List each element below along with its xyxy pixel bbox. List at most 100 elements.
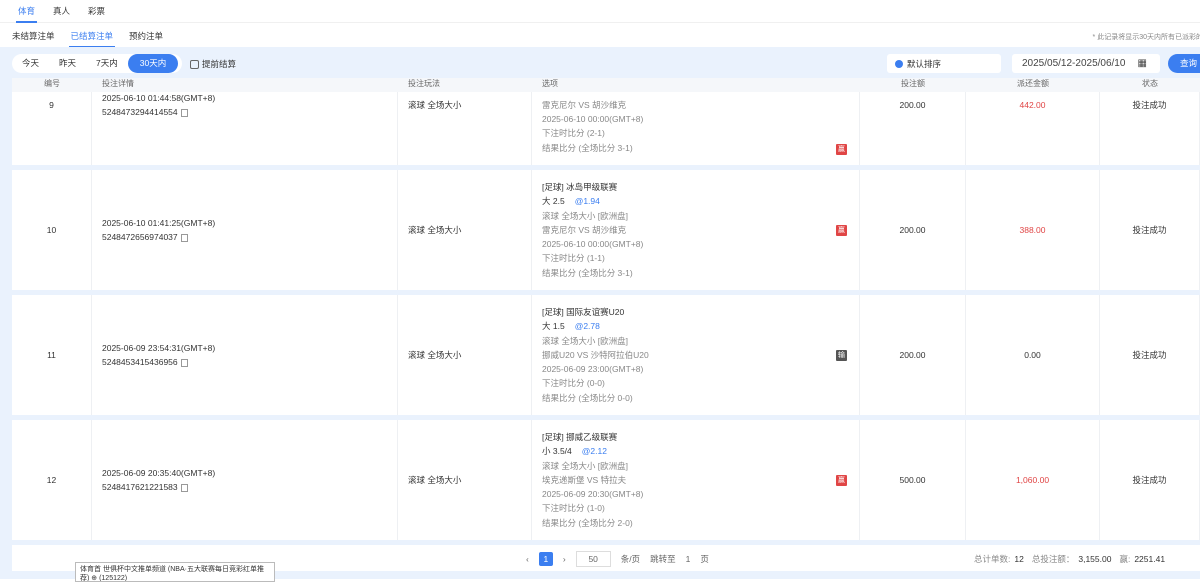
pagination: ‹ 1 › 50 条/页 跳转至 1 页: [526, 551, 709, 567]
option-line: 埃克递斯堡 VS 特拉夫: [542, 474, 627, 485]
stake: 200.00: [860, 170, 966, 290]
option-line: 2025-06-10 00:00(GMT+8): [542, 114, 644, 125]
bet-play: 滚球 全场大小: [398, 92, 532, 165]
option-line: 结果比分 (全场比分 0-0): [542, 392, 633, 403]
bet-detail: 2025-06-09 23:54:31(GMT+8) 52484534154369…: [92, 295, 398, 415]
bet-detail: 2025-06-10 01:41:25(GMT+8) 52484726569740…: [92, 170, 398, 290]
next-page-icon[interactable]: ›: [562, 554, 566, 564]
date-range-segment: 今天 昨天 7天内 30天内: [12, 54, 182, 73]
range-yesterday[interactable]: 昨天: [59, 58, 77, 68]
sort-select[interactable]: 默认排序: [887, 54, 1001, 73]
tab-settled[interactable]: 已结算注单: [68, 30, 115, 48]
col-options: 选项: [542, 79, 558, 88]
range-7days[interactable]: 7天内: [96, 58, 118, 68]
jump-label: 跳转至: [650, 554, 676, 564]
option-line: 2025-06-09 23:00(GMT+8): [542, 364, 644, 375]
date-range-value: 2025/05/12-2025/06/10: [1022, 58, 1126, 69]
tab-sports[interactable]: 体育: [15, 6, 38, 23]
return-amount: 442.00: [966, 92, 1100, 165]
prev-page-icon[interactable]: ‹: [526, 554, 529, 564]
bet-options: [足球] 冰岛甲级联赛大 2.5 @1.94 滚球 全场大小 [欧洲盘] 雷克尼尔 V…: [532, 170, 860, 290]
league: [足球] 冰岛甲级联赛: [542, 181, 618, 192]
status: 投注成功: [1100, 170, 1200, 290]
copy-icon[interactable]: [180, 358, 188, 367]
option-line: 滚球 全场大小 [欧洲盘]: [542, 210, 628, 221]
result-badge-icon: 赢: [836, 144, 847, 155]
total-win: 赢: 2251.41: [1119, 554, 1166, 564]
col-return: 派还金额: [1017, 79, 1049, 88]
bet-play: 滚球 全场大小: [398, 170, 532, 290]
tooltip: 体育首 世俱杯中文推单频道 (NBA·五大联赛每日竞彩红单推荐) ⊕ (1251…: [75, 562, 275, 582]
result-badge-icon: 赢: [836, 224, 847, 236]
calendar-icon: ▦: [1137, 58, 1147, 69]
query-button[interactable]: 查询: [1168, 54, 1200, 73]
table-row: 12 2025-06-09 20:35:40(GMT+8) 52484176212…: [12, 420, 1200, 540]
option-line: 下注时比分 (2-1): [542, 128, 605, 139]
option-line: 雷克尼尔 VS 胡沙维克: [542, 224, 627, 235]
pick: 大 1.5 @2.78: [542, 321, 600, 332]
option-line: 2025-06-10 00:00(GMT+8): [542, 239, 644, 250]
row-no: 9: [12, 92, 92, 165]
status: 投注成功: [1100, 295, 1200, 415]
early-settle-label: 提前结算: [202, 59, 237, 69]
bet-id: 5248472656974037: [102, 232, 178, 242]
stake: 500.00: [860, 420, 966, 540]
bet-time: 2025-06-09 20:35:40(GMT+8): [102, 467, 216, 478]
bet-id: 5248453415436956: [102, 357, 178, 367]
tab-live[interactable]: 真人: [53, 6, 71, 16]
option-line: 滚球 全场大小 [欧洲盘]: [542, 460, 628, 471]
bet-time: 2025-06-09 23:54:31(GMT+8): [102, 342, 216, 353]
page-size-input[interactable]: 50: [575, 551, 611, 567]
copy-icon[interactable]: [180, 483, 188, 492]
range-30days[interactable]: 30天内: [127, 54, 179, 73]
total-count: 总计单数: 12: [974, 554, 1024, 564]
status: 投注成功: [1100, 420, 1200, 540]
option-line: 雷克尼尔 VS 胡沙维克: [542, 99, 627, 110]
table-header: 编号 投注详情 投注玩法 选项 投注额 派还金额 状态: [12, 78, 1200, 92]
option-line: 挪威U20 VS 沙特阿拉伯U20: [542, 349, 649, 360]
odds: @1.94: [574, 196, 600, 207]
date-range-input[interactable]: 2025/05/12-2025/06/10 ▦: [1012, 54, 1160, 73]
col-stake: 投注额: [901, 79, 925, 88]
option-line: 下注时比分 (0-0): [542, 378, 605, 389]
table-body[interactable]: 9 2025-06-10 01:44:58(GMT+8) 524847329441…: [12, 92, 1200, 540]
order-tabs: 未结算注单 已结算注单 预约注单: [0, 25, 1200, 48]
table-row: 9 2025-06-10 01:44:58(GMT+8) 524847329441…: [12, 92, 1200, 165]
row-no: 12: [12, 420, 92, 540]
league: [足球] 挪威乙级联赛: [542, 431, 618, 442]
table-row: 11 2025-06-09 23:54:31(GMT+8) 52484534154…: [12, 295, 1200, 415]
bet-detail: 2025-06-10 01:44:58(GMT+8) 52484732944145…: [92, 92, 398, 165]
col-detail: 投注详情: [102, 79, 134, 88]
product-tabs: 体育 真人 彩票: [0, 0, 1200, 23]
option-line: 下注时比分 (1-0): [542, 503, 605, 514]
copy-icon[interactable]: [180, 233, 188, 242]
tab-unsettled[interactable]: 未结算注单: [12, 30, 55, 41]
status: 投注成功: [1100, 92, 1200, 165]
bet-id: 5248417621221583: [102, 482, 178, 492]
stake: 200.00: [860, 295, 966, 415]
bet-play: 滚球 全场大小: [398, 420, 532, 540]
sort-label: 默认排序: [907, 58, 942, 69]
early-settle-checkbox[interactable]: 提前结算: [190, 58, 236, 70]
table-row: 10 2025-06-10 01:41:25(GMT+8) 52484726569…: [12, 170, 1200, 290]
copy-icon[interactable]: [180, 108, 188, 117]
option-line: 结果比分 (全场比分 2-0): [542, 517, 633, 528]
checkbox-icon: [190, 59, 199, 69]
bet-id: 5248473294414554: [102, 107, 178, 117]
odds: @2.78: [574, 321, 600, 332]
jump-input[interactable]: 1: [685, 554, 691, 564]
option-line: 结果比分 (全场比分 3-1): [542, 142, 633, 153]
option-line: 下注时比分 (1-1): [542, 253, 605, 264]
return-amount: 388.00: [966, 170, 1100, 290]
tab-reserved[interactable]: 预约注单: [129, 30, 164, 41]
return-amount: 1,060.00: [966, 420, 1100, 540]
bet-play: 滚球 全场大小: [398, 295, 532, 415]
tab-lottery[interactable]: 彩票: [88, 6, 106, 16]
range-today[interactable]: 今天: [22, 58, 40, 68]
bet-time: 2025-06-10 01:44:58(GMT+8): [102, 92, 216, 103]
bet-time: 2025-06-10 01:41:25(GMT+8): [102, 217, 216, 228]
col-play: 投注玩法: [408, 79, 440, 88]
pick: 大 2.5 @1.94: [542, 196, 600, 207]
result-badge-icon: 赢: [836, 474, 847, 486]
page-1[interactable]: 1: [538, 552, 553, 566]
